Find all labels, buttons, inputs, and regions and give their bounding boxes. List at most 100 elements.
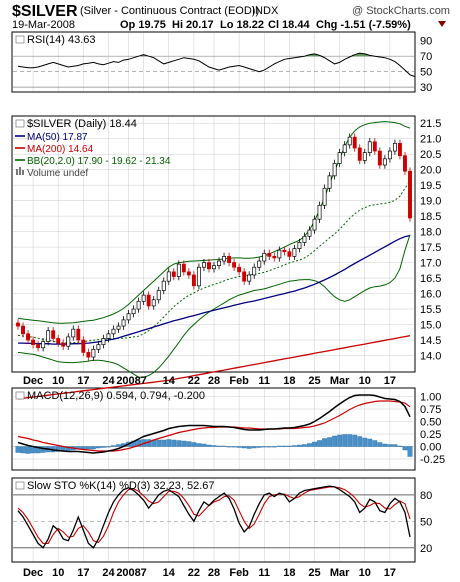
candle-body-27 bbox=[151, 299, 156, 307]
candle-body-50 bbox=[267, 252, 272, 257]
quote-low: Lo 18.22 bbox=[220, 19, 264, 31]
candle-body-37 bbox=[201, 262, 206, 268]
candle-body-6 bbox=[46, 330, 51, 342]
candle-body-0 bbox=[16, 322, 20, 327]
sto-tick-80: 80 bbox=[420, 490, 432, 502]
rsi-tick-30: 30 bbox=[420, 82, 432, 94]
macd-tick-0.75: 0.75 bbox=[420, 404, 441, 416]
rsi-tick-50: 50 bbox=[420, 67, 432, 79]
candle-body-57 bbox=[302, 235, 307, 243]
x-label-price-5: 7 bbox=[141, 375, 147, 387]
candle-body-48 bbox=[257, 260, 262, 268]
rsi-legend-swatch bbox=[15, 35, 25, 44]
candle-body-24 bbox=[136, 300, 141, 310]
exchange: INDX bbox=[252, 5, 279, 17]
quote-close: Cl 18.44 bbox=[268, 19, 310, 31]
candle-body-30 bbox=[166, 271, 171, 282]
macd-hist-bar-41 bbox=[221, 445, 227, 447]
candle-body-18 bbox=[106, 333, 111, 339]
candle-body-60 bbox=[317, 204, 322, 220]
candle-body-23 bbox=[131, 308, 136, 315]
macd-hist-bar-59 bbox=[312, 441, 317, 447]
candle-body-33 bbox=[181, 263, 186, 273]
candle-body-9 bbox=[61, 342, 66, 347]
candle-body-2 bbox=[26, 333, 31, 341]
x-label-price-4: 2008 bbox=[116, 375, 140, 387]
macd-hist-bar-34 bbox=[186, 441, 192, 447]
macd-hist-bar-68 bbox=[357, 436, 363, 447]
macd-hist-bar-18 bbox=[106, 446, 111, 448]
price-legend-title: $SILVER (Daily) 18.44 bbox=[27, 118, 137, 130]
macd-hist-bar-13 bbox=[80, 446, 86, 450]
candle-body-55 bbox=[292, 248, 297, 257]
macd-tick-1: 1.00 bbox=[420, 392, 441, 404]
bb-mid-line bbox=[17, 181, 411, 344]
candle-body-25 bbox=[141, 294, 146, 302]
x-label-price-15: 17 bbox=[384, 375, 396, 387]
macd-hist-bar-28 bbox=[156, 439, 162, 447]
x-label-sto-2: 17 bbox=[77, 567, 89, 579]
watermark: @ StockCharts.com bbox=[352, 5, 450, 17]
rsi-tick-70: 70 bbox=[420, 51, 432, 63]
price-tick-16.5: 16.5 bbox=[420, 273, 441, 285]
macd-hist-bar-65 bbox=[342, 434, 348, 447]
candle-body-47 bbox=[252, 266, 257, 276]
x-label-sto-10: 11 bbox=[258, 567, 270, 579]
x-label-price-7: 22 bbox=[188, 375, 200, 387]
price-tick-19.5: 19.5 bbox=[420, 180, 441, 192]
macd-hist-bar-66 bbox=[347, 434, 353, 447]
macd-hist-bar-71 bbox=[372, 440, 378, 447]
x-label-sto-15: 17 bbox=[384, 567, 396, 579]
candle-body-75 bbox=[392, 142, 397, 152]
candle-body-22 bbox=[126, 313, 131, 321]
candle-body-70 bbox=[367, 141, 372, 153]
candle-body-35 bbox=[191, 274, 196, 287]
macd-hist-bar-48 bbox=[256, 446, 262, 448]
candle-body-46 bbox=[247, 274, 252, 282]
macd-hist-bar-78 bbox=[407, 446, 413, 457]
x-label-sto-8: 28 bbox=[208, 567, 220, 579]
macd-hist-bar-63 bbox=[332, 435, 338, 447]
candle-body-54 bbox=[287, 251, 292, 257]
x-label-sto-3: 24 bbox=[102, 567, 115, 579]
macd-hist-bar-1 bbox=[20, 446, 26, 454]
macd-hist-bar-58 bbox=[307, 443, 312, 447]
candle-body-29 bbox=[161, 280, 166, 291]
macd-hist-bar-53 bbox=[281, 445, 287, 447]
macd-hist-bar-50 bbox=[266, 446, 272, 448]
macd-hist-bar-45 bbox=[241, 446, 247, 449]
x-label-price-2: 17 bbox=[77, 375, 89, 387]
quote-open: Op 19.75 bbox=[120, 19, 166, 31]
price-tick-14.5: 14.5 bbox=[420, 335, 441, 347]
macd-hist-bar-40 bbox=[216, 445, 222, 447]
macd-hist-bar-64 bbox=[337, 434, 343, 447]
macd-tick--0.25: -0.25 bbox=[420, 454, 445, 466]
macd-hist-bar-31 bbox=[171, 439, 177, 447]
candle-body-28 bbox=[156, 290, 161, 301]
macd-hist-bar-62 bbox=[327, 437, 332, 447]
macd-line bbox=[17, 394, 411, 454]
x-label-price-1: 10 bbox=[52, 375, 64, 387]
change-down-icon bbox=[438, 21, 446, 27]
sto-tick-50: 50 bbox=[420, 516, 432, 528]
volume-legend-icon-3 bbox=[22, 170, 24, 175]
macd-hist-bar-43 bbox=[231, 446, 237, 448]
x-label-price-6: 14 bbox=[163, 375, 176, 387]
rsi-overbought-fill bbox=[141, 53, 373, 57]
macd-plot bbox=[15, 394, 413, 457]
macd-hist-bar-32 bbox=[176, 440, 182, 447]
candle-body-49 bbox=[262, 252, 267, 262]
x-label-price-3: 24 bbox=[102, 375, 115, 387]
macd-hist-bar-69 bbox=[362, 437, 368, 447]
candle-body-77 bbox=[403, 155, 407, 172]
candle-body-76 bbox=[397, 142, 402, 157]
sto-legend-swatch bbox=[15, 481, 25, 490]
candle-body-62 bbox=[327, 175, 332, 189]
candle-body-1 bbox=[21, 325, 25, 335]
macd-hist-bar-8 bbox=[55, 446, 61, 452]
price-tick-21.5: 21.5 bbox=[420, 118, 441, 130]
candle-body-53 bbox=[282, 249, 287, 253]
macd-hist-bar-2 bbox=[25, 446, 31, 454]
macd-legend: MACD(12,26,9) 0.594, 0.794, -0.200 bbox=[27, 390, 205, 402]
x-label-price-13: Mar bbox=[330, 375, 350, 387]
